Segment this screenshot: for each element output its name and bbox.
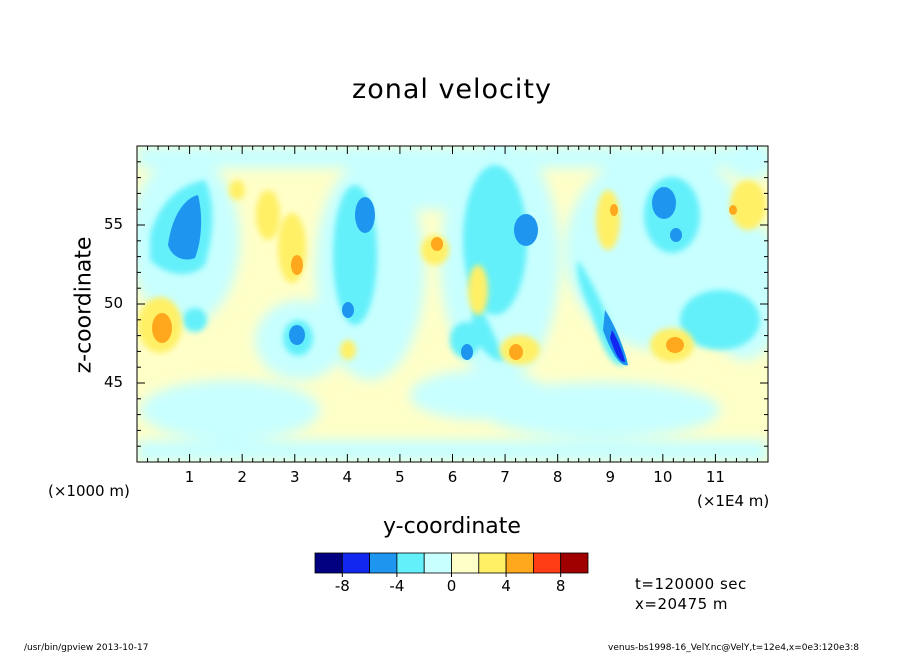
level-pos-2 — [152, 204, 737, 360]
x-unit-label: (×1E4 m) — [697, 492, 770, 510]
colorbar-swatch — [533, 552, 562, 574]
chart-title: zonal velocity — [352, 74, 552, 105]
colorbar-swatch — [478, 552, 507, 574]
x-axis-ticks — [136, 146, 769, 462]
x-tick-label: 5 — [395, 468, 405, 486]
colorbar-tick-label: 0 — [446, 577, 457, 595]
x-tick-label: 1 — [184, 468, 195, 486]
colorbar-tick-label: -8 — [334, 577, 350, 595]
colorbar-tick-label: 8 — [555, 577, 566, 595]
colorbar-swatch — [451, 552, 480, 574]
footer-left: /usr/bin/gpview 2013-10-17 — [24, 643, 149, 653]
colorbar-swatch — [560, 552, 589, 574]
time-info: t=120000 sec — [635, 575, 747, 593]
y-axis-ticks — [137, 145, 768, 463]
level-neg-4 — [610, 330, 625, 363]
colorbar-tick-label: 4 — [501, 577, 511, 595]
colorbar-tick-label: -4 — [389, 577, 405, 595]
y-axis-label: z-coordinate — [71, 236, 97, 374]
x-tick-label: 9 — [605, 468, 616, 486]
x-tick-label: 8 — [552, 468, 563, 486]
contour-field — [137, 146, 768, 462]
x-tick-label: 11 — [705, 468, 725, 486]
colorbar-swatch — [314, 552, 343, 574]
y-tick-label: 45 — [104, 373, 124, 391]
colorbar — [314, 552, 589, 577]
footer-right: venus-bs1998-16_VelY.nc@VelY,t=12e4,x=0e… — [608, 643, 859, 653]
colorbar-swatch — [341, 552, 370, 574]
y-tick-label: 55 — [104, 215, 124, 233]
colorbar-swatch — [369, 552, 398, 574]
colorbar-swatch — [396, 552, 425, 574]
x-tick-label: 6 — [447, 468, 458, 486]
x-tick-label: 3 — [289, 468, 300, 486]
x-tick-label: 10 — [653, 468, 673, 486]
position-info: x=20475 m — [635, 595, 729, 613]
x-tick-label: 7 — [500, 468, 510, 486]
y-unit-label: (×1000 m) — [48, 482, 130, 500]
x-tick-label: 4 — [342, 468, 353, 486]
x-axis-label: y-coordinate — [383, 514, 521, 539]
x-tick-label: 2 — [237, 468, 247, 486]
colorbar-swatch — [505, 552, 534, 574]
y-tick-label: 50 — [104, 294, 124, 312]
colorbar-swatch — [423, 552, 452, 574]
